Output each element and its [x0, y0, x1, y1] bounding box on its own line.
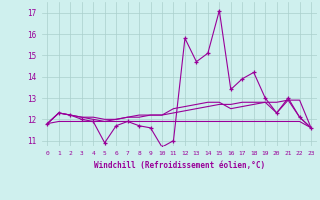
- X-axis label: Windchill (Refroidissement éolien,°C): Windchill (Refroidissement éolien,°C): [94, 161, 265, 170]
